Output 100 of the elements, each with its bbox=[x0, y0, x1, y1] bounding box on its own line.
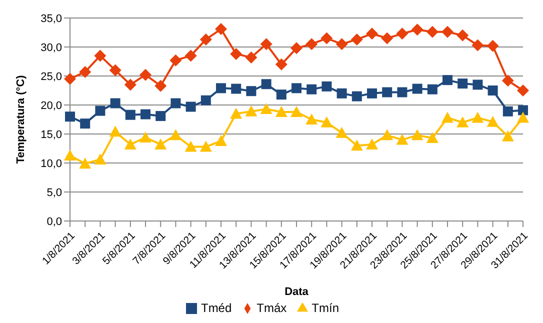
point bbox=[442, 26, 454, 38]
point bbox=[381, 129, 394, 140]
point bbox=[352, 91, 362, 102]
point bbox=[184, 140, 197, 152]
point bbox=[486, 116, 499, 127]
point bbox=[320, 32, 333, 44]
point bbox=[79, 66, 92, 78]
y-tick-label: 10,0 bbox=[40, 158, 62, 170]
point bbox=[64, 149, 76, 160]
y-tick-label: 30,0 bbox=[40, 42, 62, 54]
point bbox=[64, 72, 76, 85]
point bbox=[125, 110, 136, 120]
point bbox=[215, 23, 227, 36]
point bbox=[472, 112, 484, 123]
point bbox=[275, 106, 288, 117]
point bbox=[458, 78, 468, 89]
point bbox=[260, 38, 272, 50]
point bbox=[276, 90, 286, 100]
y-tick-label: 5,0 bbox=[46, 186, 62, 199]
point bbox=[124, 138, 136, 150]
point bbox=[396, 134, 408, 145]
point bbox=[230, 108, 242, 119]
point bbox=[336, 88, 347, 98]
point bbox=[230, 48, 242, 60]
point bbox=[427, 84, 438, 94]
point bbox=[502, 74, 514, 87]
point bbox=[517, 112, 529, 123]
point bbox=[80, 118, 90, 129]
point bbox=[140, 131, 152, 142]
point bbox=[412, 84, 422, 94]
point bbox=[215, 134, 227, 146]
point bbox=[322, 81, 332, 92]
point bbox=[336, 126, 348, 138]
point bbox=[200, 140, 212, 152]
point bbox=[411, 129, 424, 140]
legend-label: Tmáx bbox=[256, 301, 287, 315]
point bbox=[246, 86, 256, 96]
point bbox=[367, 88, 377, 98]
point bbox=[382, 87, 392, 98]
point bbox=[170, 54, 182, 66]
point bbox=[381, 32, 394, 44]
point bbox=[518, 105, 528, 116]
point bbox=[442, 112, 454, 123]
point bbox=[184, 50, 197, 62]
point bbox=[154, 138, 167, 150]
point bbox=[426, 132, 438, 144]
x-axis-title: Data bbox=[284, 286, 310, 298]
point bbox=[426, 26, 438, 38]
point bbox=[336, 38, 348, 50]
point bbox=[290, 106, 302, 117]
point bbox=[245, 51, 258, 64]
point bbox=[94, 50, 106, 62]
point bbox=[170, 98, 181, 108]
point bbox=[79, 158, 92, 169]
point bbox=[411, 24, 424, 36]
point bbox=[231, 84, 242, 94]
point bbox=[110, 98, 120, 108]
point bbox=[306, 114, 318, 124]
point bbox=[260, 103, 272, 114]
legend-label: Tméd bbox=[200, 301, 232, 315]
point bbox=[94, 154, 106, 165]
point bbox=[292, 83, 302, 94]
point bbox=[456, 116, 469, 128]
point bbox=[350, 33, 363, 46]
y-tick-label: 25,0 bbox=[40, 70, 62, 83]
point bbox=[140, 68, 152, 81]
point bbox=[109, 126, 122, 137]
point bbox=[65, 112, 75, 122]
point bbox=[170, 129, 182, 140]
point bbox=[366, 138, 378, 150]
point bbox=[95, 106, 106, 116]
point bbox=[156, 111, 166, 122]
point bbox=[186, 102, 196, 112]
y-tick-label: 20,0 bbox=[40, 100, 62, 112]
point bbox=[306, 84, 317, 94]
point bbox=[216, 83, 226, 94]
point bbox=[290, 42, 302, 54]
point bbox=[154, 80, 167, 92]
point bbox=[396, 28, 408, 40]
point bbox=[200, 95, 211, 106]
point bbox=[350, 140, 363, 151]
point bbox=[200, 33, 212, 46]
point bbox=[472, 80, 483, 90]
point bbox=[275, 58, 288, 70]
point bbox=[261, 79, 272, 90]
point bbox=[397, 87, 408, 98]
y-axis-title: Temperatura (°C) bbox=[14, 74, 27, 164]
point bbox=[472, 39, 484, 52]
point bbox=[456, 29, 469, 42]
point bbox=[140, 109, 150, 120]
point bbox=[486, 40, 499, 52]
point bbox=[245, 105, 258, 116]
point bbox=[320, 116, 333, 128]
y-tick-label: 0,0 bbox=[46, 216, 62, 228]
point bbox=[488, 86, 498, 96]
point bbox=[517, 84, 529, 96]
point bbox=[442, 75, 452, 86]
point bbox=[502, 106, 513, 116]
point bbox=[306, 38, 318, 50]
y-tick-label: 15,0 bbox=[40, 128, 62, 141]
